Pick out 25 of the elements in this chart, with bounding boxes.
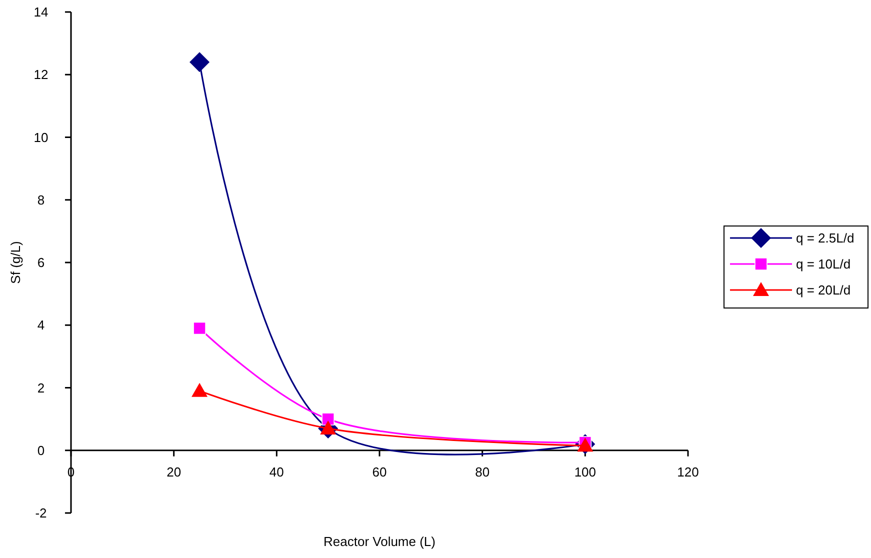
y-tick-label: 6 xyxy=(37,255,45,270)
y-tick-label: 0 xyxy=(37,442,45,458)
point xyxy=(322,412,334,426)
point xyxy=(192,382,208,397)
legend-label: q = 20L/d xyxy=(796,282,851,298)
x-tick-label: 20 xyxy=(166,464,182,480)
point xyxy=(193,322,206,335)
x-tick-label: 40 xyxy=(269,464,284,480)
y-tick-label: -2 xyxy=(35,506,47,521)
x-tick-label: 60 xyxy=(372,464,387,480)
y-tick-label: 2 xyxy=(37,380,45,396)
x-tick-label: 120 xyxy=(677,464,699,480)
point xyxy=(190,52,210,72)
y-tick-label: 8 xyxy=(37,192,45,208)
y-tick-label: 10 xyxy=(34,130,48,145)
point xyxy=(320,420,336,434)
x-tick-label: 100 xyxy=(574,464,596,480)
x-axis-title: Reactor Volume (L) xyxy=(324,534,436,549)
y-tick-label: 12 xyxy=(34,67,48,82)
legend-label: q = 10L/d xyxy=(796,256,851,272)
y-axis-title: Sf (g/L) xyxy=(8,241,23,284)
y-tick-label: 4 xyxy=(37,318,45,333)
legend-label: q = 2.5L/d xyxy=(796,230,854,246)
x-tick-label: 80 xyxy=(475,464,490,480)
y-tick-label: 14 xyxy=(34,4,48,20)
